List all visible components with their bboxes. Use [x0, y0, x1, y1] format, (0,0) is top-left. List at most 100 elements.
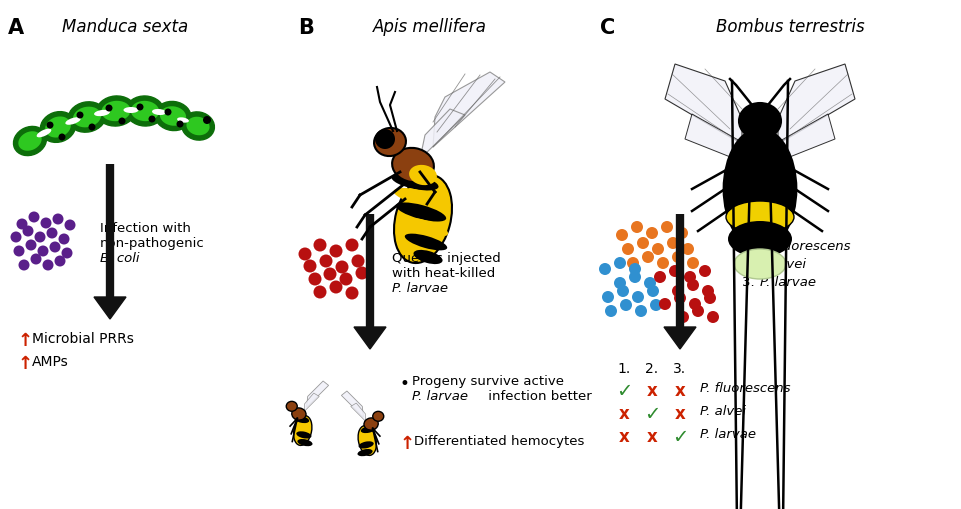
Text: P. alvei: P. alvei	[700, 404, 745, 417]
Text: 2.: 2.	[645, 361, 658, 375]
Text: P. fluorescens: P. fluorescens	[700, 381, 790, 394]
Text: P. larvae: P. larvae	[700, 427, 755, 440]
Circle shape	[26, 240, 37, 251]
Circle shape	[313, 239, 326, 252]
Text: AMPs: AMPs	[32, 354, 68, 369]
Text: A: A	[8, 18, 24, 38]
Circle shape	[351, 255, 364, 268]
Circle shape	[627, 258, 638, 269]
Text: ↑: ↑	[400, 434, 415, 452]
Ellipse shape	[155, 102, 190, 131]
Ellipse shape	[727, 221, 791, 258]
Circle shape	[298, 248, 311, 261]
Ellipse shape	[733, 249, 785, 279]
Circle shape	[653, 271, 665, 284]
Circle shape	[706, 312, 718, 323]
Ellipse shape	[405, 234, 447, 251]
Ellipse shape	[359, 434, 375, 441]
Circle shape	[339, 273, 352, 286]
Circle shape	[613, 258, 626, 269]
Text: x: x	[674, 404, 684, 422]
Text: P. larvae: P. larvae	[411, 389, 467, 402]
Polygon shape	[663, 327, 695, 349]
Ellipse shape	[363, 418, 378, 430]
Circle shape	[148, 116, 156, 123]
Circle shape	[686, 258, 699, 269]
Ellipse shape	[17, 131, 42, 152]
Ellipse shape	[294, 416, 308, 423]
Circle shape	[308, 273, 321, 286]
Circle shape	[18, 260, 30, 271]
Text: 3.: 3.	[673, 361, 686, 375]
Ellipse shape	[291, 408, 306, 420]
Text: Differentiated hemocytes: Differentiated hemocytes	[413, 434, 583, 447]
Circle shape	[59, 234, 69, 245]
Circle shape	[652, 243, 663, 256]
Ellipse shape	[68, 103, 106, 133]
Circle shape	[613, 277, 626, 290]
Circle shape	[176, 121, 184, 128]
Circle shape	[604, 305, 616, 318]
Polygon shape	[777, 65, 854, 145]
Circle shape	[658, 298, 671, 310]
Circle shape	[641, 251, 653, 264]
Ellipse shape	[738, 104, 780, 140]
Polygon shape	[420, 110, 464, 160]
Circle shape	[330, 245, 342, 258]
Ellipse shape	[40, 112, 76, 143]
Circle shape	[164, 109, 171, 116]
Text: P. larvae: P. larvae	[759, 275, 815, 289]
Ellipse shape	[395, 203, 446, 222]
Circle shape	[681, 243, 693, 256]
Ellipse shape	[726, 202, 793, 234]
Ellipse shape	[408, 165, 436, 186]
Circle shape	[22, 226, 34, 237]
Text: 1.: 1.	[741, 240, 758, 252]
Circle shape	[64, 220, 75, 231]
Text: 2.: 2.	[741, 258, 758, 270]
Circle shape	[631, 292, 643, 303]
Circle shape	[666, 238, 678, 249]
Ellipse shape	[724, 130, 795, 249]
Circle shape	[118, 118, 125, 125]
Circle shape	[330, 281, 342, 294]
Text: x: x	[618, 404, 628, 422]
Polygon shape	[771, 115, 834, 165]
Text: Apis mellifera: Apis mellifera	[373, 18, 486, 36]
Ellipse shape	[360, 426, 376, 433]
Ellipse shape	[130, 101, 160, 123]
Circle shape	[77, 112, 84, 119]
Text: Microbial PRRs: Microbial PRRs	[32, 331, 134, 345]
Circle shape	[35, 232, 45, 243]
Ellipse shape	[65, 118, 81, 126]
Circle shape	[619, 299, 631, 312]
Circle shape	[335, 261, 348, 274]
Text: 1.: 1.	[617, 361, 630, 375]
Text: x: x	[674, 381, 684, 399]
Polygon shape	[304, 393, 319, 411]
Polygon shape	[351, 403, 365, 421]
Circle shape	[319, 255, 333, 268]
Circle shape	[628, 264, 640, 275]
Ellipse shape	[374, 129, 406, 157]
Circle shape	[106, 105, 112, 112]
Circle shape	[683, 271, 695, 284]
Circle shape	[656, 258, 668, 269]
Ellipse shape	[101, 101, 132, 123]
Ellipse shape	[286, 402, 297, 411]
Circle shape	[29, 212, 39, 223]
Circle shape	[599, 264, 610, 275]
Text: ✓: ✓	[671, 427, 687, 446]
Text: 3.: 3.	[741, 275, 758, 289]
Circle shape	[49, 242, 61, 253]
Circle shape	[37, 246, 48, 257]
Ellipse shape	[357, 426, 376, 456]
Circle shape	[203, 117, 210, 125]
Text: non-pathogenic: non-pathogenic	[100, 237, 205, 249]
Polygon shape	[307, 381, 329, 408]
Ellipse shape	[392, 149, 433, 183]
Ellipse shape	[393, 188, 442, 207]
Ellipse shape	[72, 106, 102, 129]
Circle shape	[13, 246, 24, 257]
Circle shape	[672, 286, 683, 297]
